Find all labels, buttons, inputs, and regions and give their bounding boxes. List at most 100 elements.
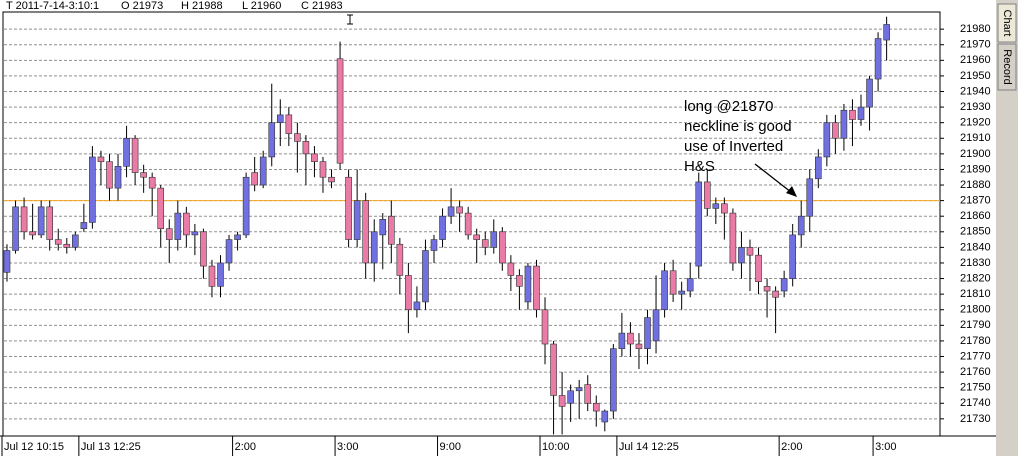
candle-body [311,153,318,162]
candle-body [755,254,762,282]
y-tick-label: 21830 [960,257,991,269]
x-tick-label: 2:00 [781,441,802,453]
candle-body [268,122,276,158]
candle-body [319,161,327,178]
candle-body [499,231,506,264]
candle-body [353,200,361,240]
y-tick-label: 21800 [960,304,991,316]
candle-body [276,114,284,123]
tab[interactable] [997,43,1017,91]
annotation: long @21870 [684,98,773,115]
candle-body [533,265,540,311]
candle-body [780,278,788,292]
candle-body [242,176,250,236]
candle-body [516,275,523,287]
candle-body [148,176,156,189]
candle-body [3,250,11,273]
candle-body [635,343,643,350]
candle-body [447,206,455,217]
candle-body [618,332,626,350]
candle-body [686,278,694,292]
y-tick-label: 21730 [960,413,991,425]
candle-body [157,187,165,229]
x-tick-label: 2:00 [235,441,256,453]
y-tick-label: 21970 [960,39,991,51]
candle-body [430,239,438,251]
candle-body [165,228,173,240]
candle-body [883,24,890,41]
annotation: use of Inverted [684,138,783,155]
y-tick-label: 21810 [960,288,991,300]
annotation: neckline is good [684,118,792,135]
candle-body [473,234,481,240]
header-high: H 21988 [181,0,223,12]
candle-body [849,109,856,120]
candle-body [832,122,839,139]
candle-body [823,122,831,158]
candle-body [703,181,711,209]
candle-body [387,215,395,245]
candle-body [396,243,404,276]
candle-body [661,270,668,311]
candle-body [200,231,207,267]
candle-body [234,234,241,240]
candle-body [12,206,19,251]
tab-label[interactable]: Chart [1001,10,1013,37]
y-tick-label: 21930 [960,101,991,113]
candle-body [106,161,113,189]
candle-body [763,286,771,292]
candle-body [362,200,369,264]
y-tick-label: 21820 [960,272,991,284]
y-tick-label: 21920 [960,117,991,129]
candle-body [72,234,79,248]
tab[interactable] [997,3,1017,43]
candle-body [874,38,882,80]
candle-body [259,156,267,186]
tab-label[interactable]: Record [1001,49,1013,84]
y-tick-label: 21940 [960,85,991,97]
candle-body [46,206,54,240]
candle-body [627,332,634,345]
candle-body [328,176,335,183]
candle-body [772,290,779,298]
header-open: O 21973 [121,0,163,12]
candle-body [652,309,660,342]
candle-body [89,156,96,223]
candle-body [575,387,583,392]
candle-body [464,212,472,236]
candle-body [80,222,88,229]
x-tick-label: Jul 12 10:15 [4,441,64,453]
y-tick-label: 21790 [960,319,991,331]
candle-body [63,243,71,248]
candle-body [857,106,865,120]
candle-body [285,114,293,134]
candle-body [225,239,233,264]
candle-body [695,181,703,267]
candle-body [370,231,378,264]
candle-body [507,262,515,276]
header-low: L 21960 [242,0,281,12]
y-tick-label: 21980 [960,23,991,35]
candle-body [746,247,754,256]
candle-body [840,109,848,139]
annotation: H&S [684,158,715,175]
annotation-arrowhead [786,186,797,197]
y-tick-label: 21870 [960,195,991,207]
candle-body [413,301,421,311]
candle-body [481,239,489,248]
candle-body [405,275,412,311]
candle-body [123,137,130,167]
candle-body [174,212,182,240]
candle-body [524,265,532,303]
candle-body [678,290,685,295]
x-tick-label: 9:00 [440,441,461,453]
y-tick-label: 21770 [960,350,991,362]
x-tick-label: Jul 14 12:25 [619,441,679,453]
y-tick-label: 21880 [960,179,991,191]
y-tick-label: 21850 [960,226,991,238]
candle-body [37,206,45,236]
candle-body [20,206,28,233]
y-tick-label: 21760 [960,366,991,378]
y-tick-label: 21750 [960,382,991,394]
candle-body [97,156,105,162]
